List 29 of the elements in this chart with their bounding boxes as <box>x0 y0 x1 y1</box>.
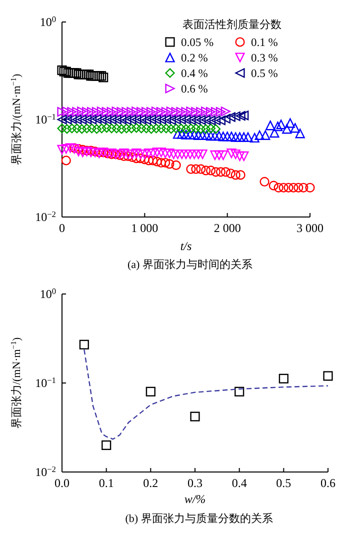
x-axis-title: w/% <box>184 492 206 506</box>
x-tick-label: 3 000 <box>296 221 324 235</box>
x-tick-label: 0.1 <box>98 476 114 490</box>
legend-label: 0.2 % <box>181 52 208 64</box>
x-tick-label: 2 000 <box>214 221 241 235</box>
y-tick-label: 10$^{−2}$ <box>35 210 56 224</box>
legend-label: 0.6 % <box>181 84 208 96</box>
y-tick-label: 10$^{0}$ <box>40 14 56 29</box>
x-tick-label: 0.3 <box>188 476 202 490</box>
legend-label: 0.4 % <box>181 68 208 80</box>
x-tick-label: 0.2 <box>143 476 158 490</box>
legend-label: 0.3 % <box>251 52 278 64</box>
x-tick-label: 0.6 <box>320 476 336 490</box>
x-tick-label: 0 <box>59 221 65 235</box>
legend-title: 表面活性剂质量分数 <box>182 18 282 31</box>
y-tick-label: 10$^{−1}$ <box>35 376 56 390</box>
text: (b) 界面张力与质量分数的关系 <box>125 512 273 525</box>
y-tick-label: 10$^{0}$ <box>40 286 56 301</box>
legend-label: 0.05 % <box>181 37 214 49</box>
y-tick-label: 10$^{−2}$ <box>35 464 56 479</box>
x-tick-label: 0.5 <box>276 476 292 490</box>
x-tick-label: 0.0 <box>54 476 70 490</box>
legend-label: 0.5 % <box>251 68 278 80</box>
x-tick-label: 0.4 <box>232 476 247 490</box>
x-axis-title: t/s <box>180 239 192 253</box>
y-tick-label: 10$^{−1}$ <box>35 112 56 126</box>
legend-label: 0.1 % <box>251 37 278 49</box>
x-tick-label: 1 000 <box>131 221 158 235</box>
text: (a) 界面张力与时间的关系 <box>128 258 252 271</box>
